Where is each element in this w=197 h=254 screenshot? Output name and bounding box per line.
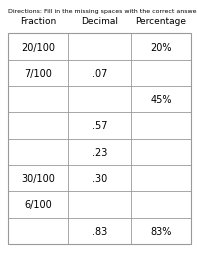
Text: Fraction: Fraction [20, 17, 56, 26]
Text: .83: .83 [92, 226, 107, 236]
Text: 20%: 20% [150, 42, 172, 52]
Text: Directions: Fill in the missing spaces with the correct answer: Directions: Fill in the missing spaces w… [8, 9, 197, 14]
Text: Decimal: Decimal [81, 17, 118, 26]
Text: .23: .23 [92, 147, 107, 157]
Bar [8, 34, 191, 244]
Text: 45%: 45% [150, 95, 172, 105]
Text: 30/100: 30/100 [21, 173, 55, 183]
Text: .30: .30 [92, 173, 107, 183]
Text: 7/100: 7/100 [24, 69, 52, 78]
Text: Percentage: Percentage [135, 17, 186, 26]
Text: 6/100: 6/100 [24, 200, 52, 210]
Text: 20/100: 20/100 [21, 42, 55, 52]
Text: 83%: 83% [150, 226, 172, 236]
Text: .07: .07 [92, 69, 107, 78]
Text: .57: .57 [92, 121, 107, 131]
